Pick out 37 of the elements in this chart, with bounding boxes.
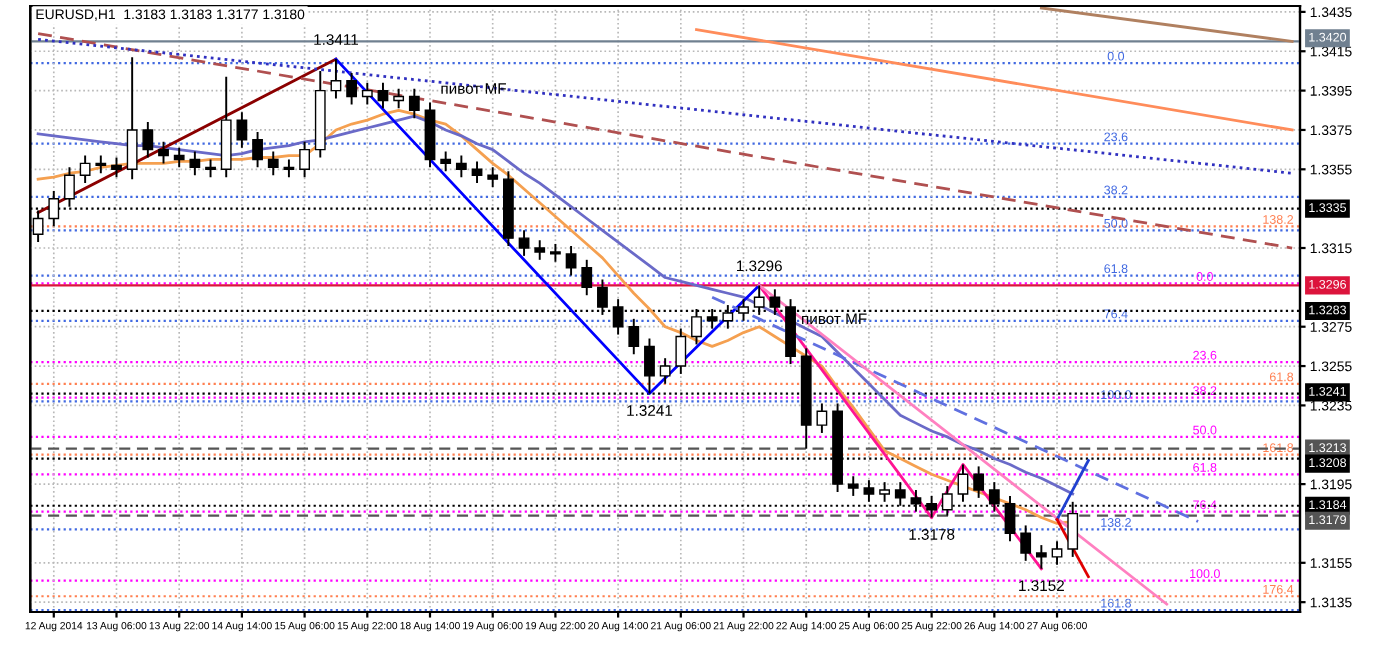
candlestick bbox=[79, 154, 91, 185]
candlestick bbox=[126, 56, 138, 181]
candlestick bbox=[581, 258, 593, 297]
candlestick bbox=[330, 58, 342, 100]
candlestick bbox=[361, 81, 373, 106]
candlestick bbox=[1051, 540, 1063, 566]
candlestick bbox=[675, 327, 687, 375]
candlestick bbox=[455, 154, 467, 179]
candlestick bbox=[252, 130, 263, 169]
candlestick bbox=[142, 121, 154, 159]
candlestick bbox=[518, 229, 530, 257]
candlestick bbox=[111, 156, 122, 179]
candlestick bbox=[816, 402, 828, 434]
candlestick bbox=[173, 146, 185, 169]
candlestick bbox=[957, 463, 969, 503]
candlestick bbox=[1035, 544, 1047, 570]
candlestick bbox=[847, 475, 859, 497]
candlestick bbox=[659, 357, 671, 385]
candlestick bbox=[534, 239, 546, 261]
candlestick bbox=[236, 111, 248, 149]
candlestick bbox=[440, 150, 452, 173]
candlestick bbox=[158, 140, 169, 165]
candlestick bbox=[471, 160, 483, 185]
candlestick bbox=[189, 150, 201, 177]
candlestick bbox=[628, 317, 640, 356]
candlestick bbox=[1020, 524, 1032, 562]
candlestick bbox=[267, 150, 279, 177]
candlestick bbox=[879, 481, 890, 503]
candlestick bbox=[973, 465, 985, 499]
candlestick bbox=[487, 166, 499, 188]
candlestick bbox=[393, 87, 405, 110]
candlestick bbox=[565, 245, 577, 277]
candlestick bbox=[377, 81, 389, 110]
candlestick bbox=[408, 87, 420, 120]
candlestick bbox=[346, 71, 358, 106]
line-series bbox=[757, 284, 1043, 571]
candlestick bbox=[299, 140, 310, 179]
